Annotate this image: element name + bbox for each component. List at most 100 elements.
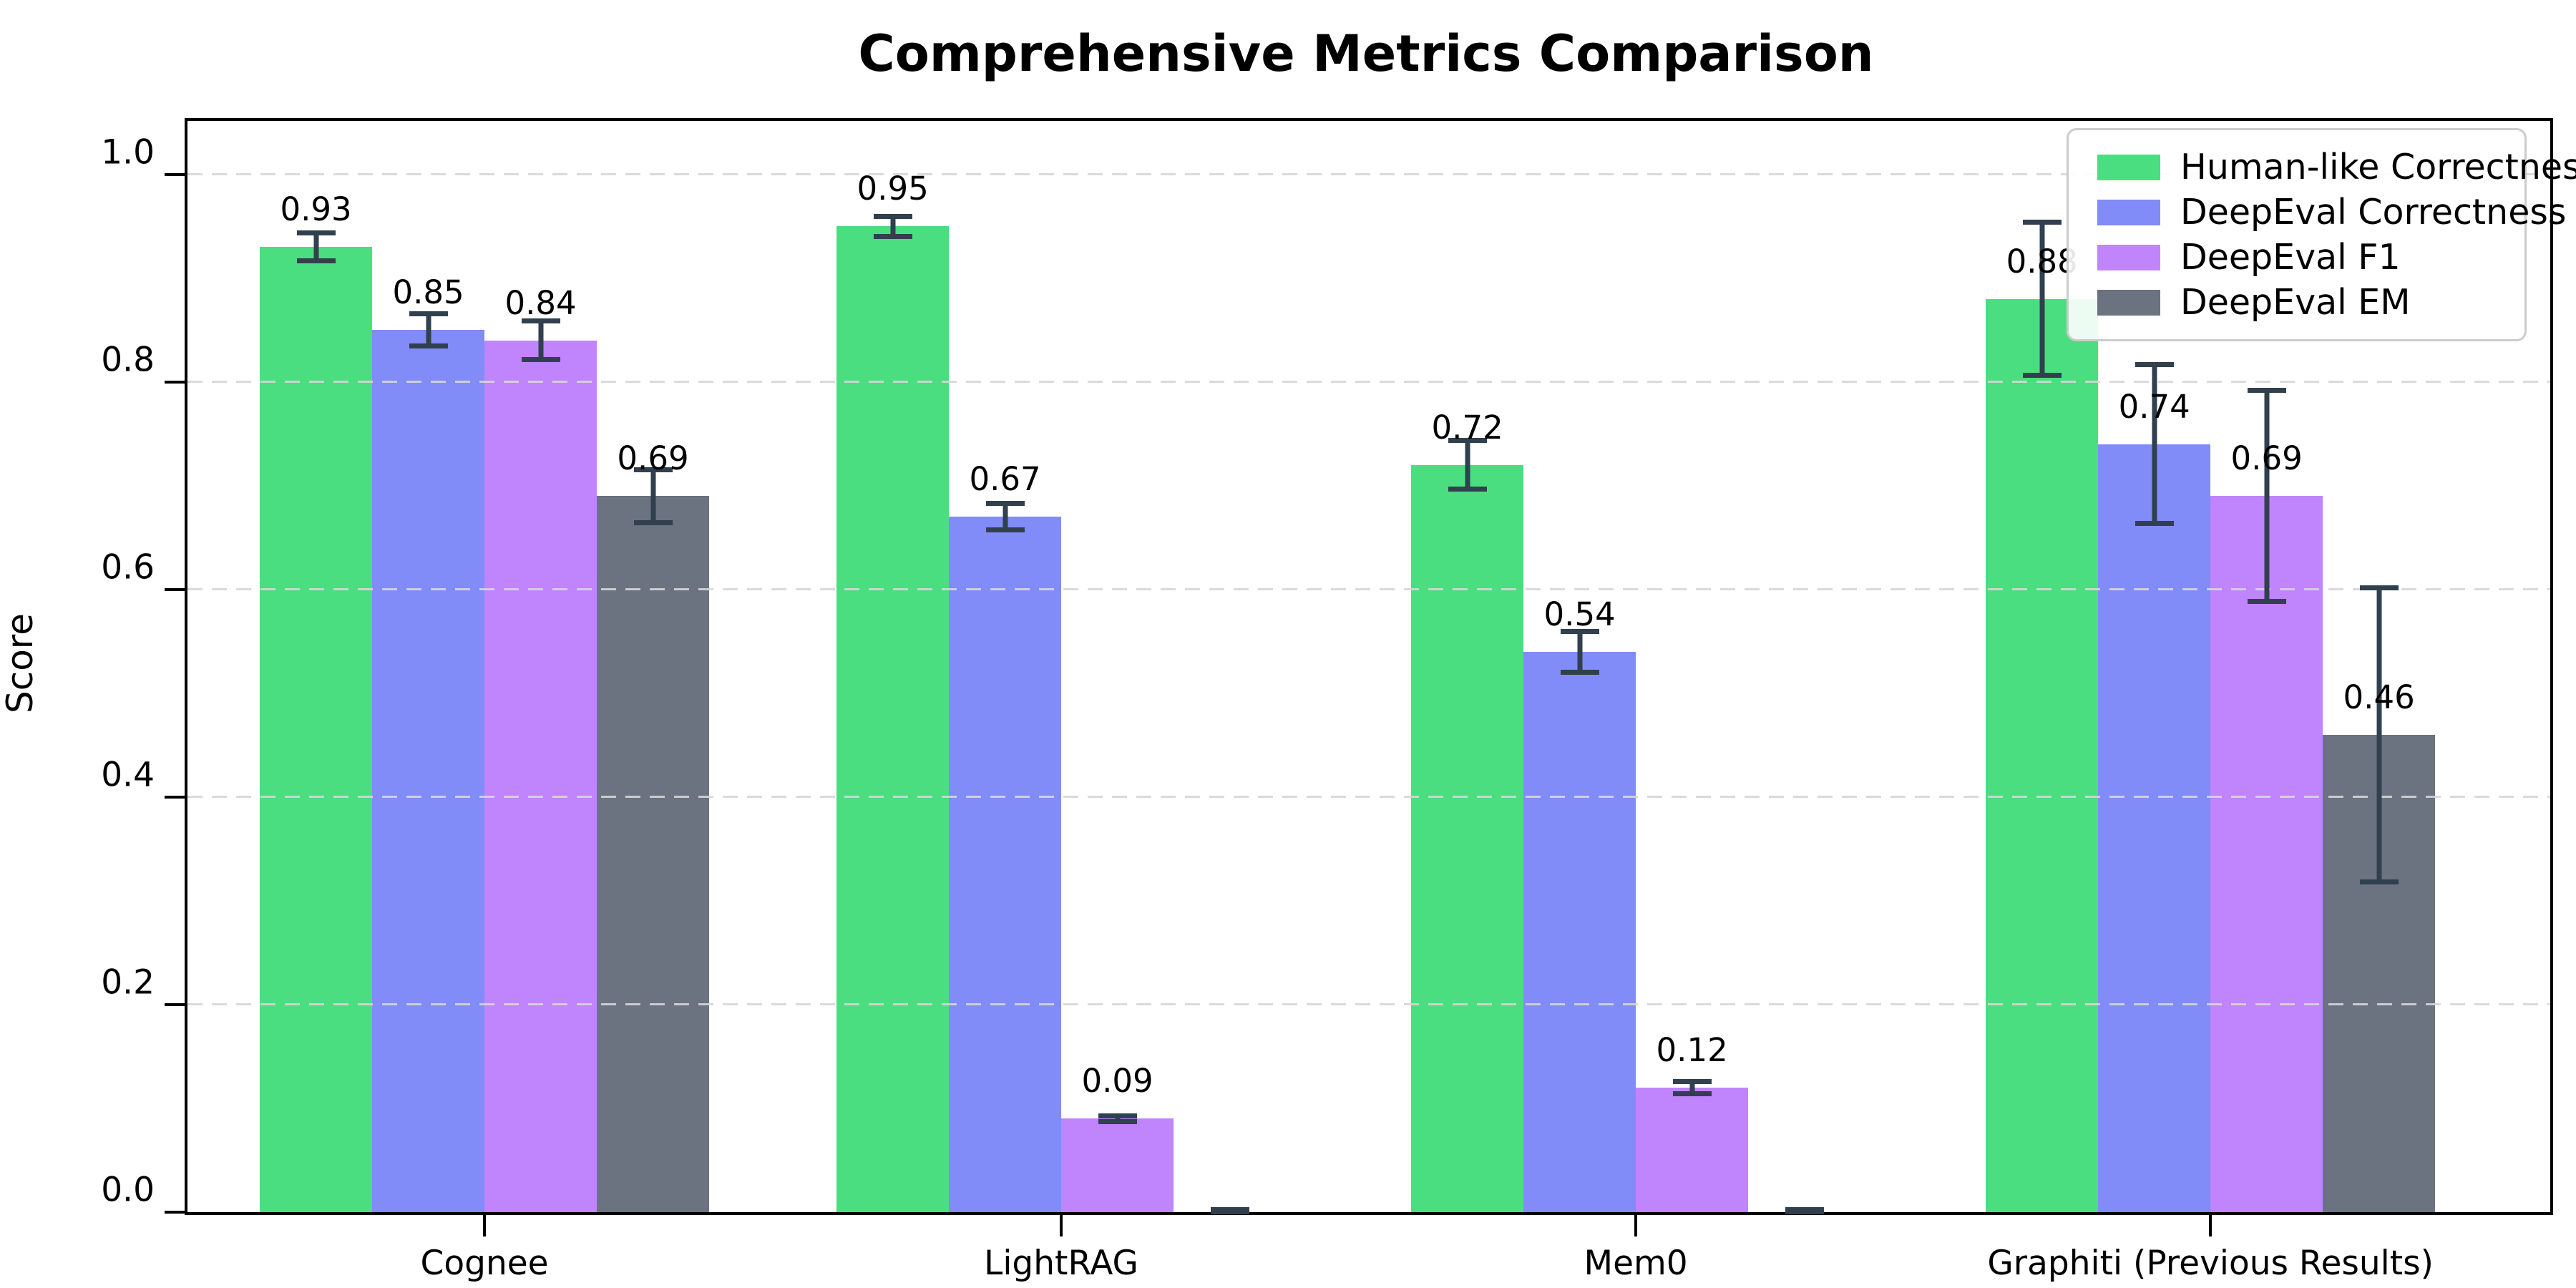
bar-value-label: 0.84 bbox=[504, 283, 577, 322]
y-axis-tick bbox=[165, 380, 187, 384]
legend-row: DeepEval EM bbox=[2097, 280, 2507, 325]
legend-swatch bbox=[2097, 289, 2160, 316]
x-axis-tick bbox=[1060, 1215, 1063, 1236]
error-bar-cap-bottom bbox=[1560, 669, 1599, 675]
error-bar-stem bbox=[2376, 585, 2382, 884]
error-bar-cap-top bbox=[2359, 585, 2399, 590]
bar bbox=[1061, 1118, 1174, 1212]
error-bar-cap-bottom bbox=[521, 357, 560, 363]
error-bar-cap-top bbox=[296, 230, 336, 235]
legend-label: DeepEval Correctness bbox=[2180, 192, 2567, 233]
bar bbox=[2210, 496, 2323, 1212]
legend-swatch bbox=[2097, 154, 2160, 180]
error-bar-stem bbox=[313, 230, 319, 264]
error-bar-cap-top bbox=[985, 501, 1025, 507]
bar-value-label: 0.12 bbox=[1656, 1030, 1728, 1069]
error-bar-cap-bottom bbox=[2022, 372, 2062, 378]
error-bar-cap-bottom bbox=[1448, 487, 1487, 492]
y-tick-label: 0.8 bbox=[101, 340, 155, 380]
error-bar-cap-top bbox=[633, 467, 673, 472]
bar-value-label: 0.69 bbox=[2230, 439, 2303, 478]
error-bar-cap-bottom bbox=[2135, 521, 2174, 527]
x-axis-tick bbox=[2209, 1215, 2212, 1236]
x-tick-label: Mem0 bbox=[1584, 1244, 1688, 1283]
bar-value-label: 0.69 bbox=[617, 439, 689, 478]
error-bar-cap-bottom bbox=[1210, 1207, 1249, 1212]
error-bar-stem bbox=[538, 318, 544, 363]
error-bar-cap-bottom bbox=[1098, 1118, 1137, 1124]
x-tick-label: Graphiti (Previous Results) bbox=[1987, 1244, 2434, 1283]
bar-value-label: 0.46 bbox=[2343, 678, 2415, 716]
error-bar-cap-bottom bbox=[985, 527, 1025, 532]
y-axis-tick bbox=[165, 1002, 187, 1006]
bar bbox=[2098, 444, 2211, 1212]
bar-value-label: 0.88 bbox=[2006, 242, 2078, 280]
error-bar-cap-top bbox=[521, 318, 560, 324]
chart-title: Comprehensive Metrics Comparison bbox=[858, 24, 1874, 83]
bar-value-label: 0.85 bbox=[392, 273, 464, 312]
error-bar-cap-top bbox=[2247, 388, 2286, 394]
legend-swatch bbox=[2097, 244, 2160, 270]
y-tick-label: 0.2 bbox=[101, 962, 155, 1002]
bar bbox=[836, 226, 950, 1212]
bar bbox=[1986, 298, 2099, 1212]
error-bar-stem bbox=[1577, 628, 1583, 675]
legend-swatch bbox=[2097, 199, 2160, 225]
error-bar-stem bbox=[1002, 501, 1008, 532]
error-bar-stem bbox=[1115, 1113, 1121, 1124]
bar bbox=[597, 496, 709, 1212]
error-bar bbox=[409, 311, 448, 349]
bar bbox=[372, 330, 485, 1212]
legend-row: DeepEval F1 bbox=[2097, 235, 2507, 280]
error-bar bbox=[2135, 362, 2174, 527]
error-bar bbox=[2022, 220, 2062, 378]
error-bar-stem bbox=[1465, 437, 1470, 492]
error-bar-cap-bottom bbox=[2359, 879, 2399, 884]
bar-value-label: 0.67 bbox=[969, 460, 1041, 499]
error-bar-cap-top bbox=[1448, 437, 1487, 443]
y-axis-tick bbox=[165, 795, 187, 799]
legend-row: Human-like Correctness bbox=[2097, 145, 2576, 190]
legend-label: DeepEval F1 bbox=[2180, 237, 2401, 278]
error-bar bbox=[985, 501, 1025, 532]
error-bar bbox=[2359, 585, 2399, 884]
error-bar-cap-bottom bbox=[409, 343, 448, 349]
x-tick-label: LightRAG bbox=[984, 1244, 1138, 1283]
y-tick-label: 1.0 bbox=[101, 132, 155, 172]
error-bar-stem bbox=[426, 311, 431, 349]
bar bbox=[1636, 1087, 1749, 1212]
x-axis-tick bbox=[483, 1215, 487, 1236]
error-bar-cap-bottom bbox=[296, 258, 336, 264]
bar bbox=[1411, 464, 1524, 1212]
error-bar bbox=[1098, 1113, 1137, 1124]
bar bbox=[484, 340, 597, 1212]
y-axis-tick bbox=[165, 587, 187, 591]
legend-label: Human-like Correctness bbox=[2180, 147, 2576, 187]
y-tick-label: 0.4 bbox=[101, 755, 155, 795]
error-bar-cap-top bbox=[409, 311, 448, 317]
error-bar bbox=[296, 230, 336, 264]
bar-value-label: 0.72 bbox=[1431, 408, 1503, 447]
error-bar-cap-bottom bbox=[873, 233, 912, 239]
bar bbox=[1523, 651, 1636, 1212]
error-bar-cap-top bbox=[1098, 1113, 1137, 1119]
error-bar-stem bbox=[2264, 388, 2270, 605]
error-bar bbox=[521, 318, 560, 363]
error-bar-cap-bottom bbox=[2247, 599, 2286, 605]
error-bar bbox=[873, 213, 912, 239]
error-bar-cap-top bbox=[1672, 1079, 1712, 1085]
error-bar bbox=[1448, 437, 1487, 492]
x-axis-tick bbox=[1634, 1215, 1638, 1236]
error-bar-stem bbox=[1689, 1079, 1695, 1096]
error-bar-cap-bottom bbox=[1785, 1207, 1824, 1212]
error-bar-cap-top bbox=[873, 213, 912, 219]
y-axis-tick bbox=[165, 172, 187, 176]
y-axis-label: Score bbox=[0, 613, 41, 714]
error-bar-cap-bottom bbox=[1672, 1091, 1712, 1096]
error-bar-cap-top bbox=[2135, 362, 2174, 368]
error-bar-stem bbox=[2152, 362, 2157, 527]
bar bbox=[949, 517, 1062, 1212]
legend-label: DeepEval EM bbox=[2180, 282, 2411, 323]
bar-value-label: 0.95 bbox=[857, 170, 929, 208]
